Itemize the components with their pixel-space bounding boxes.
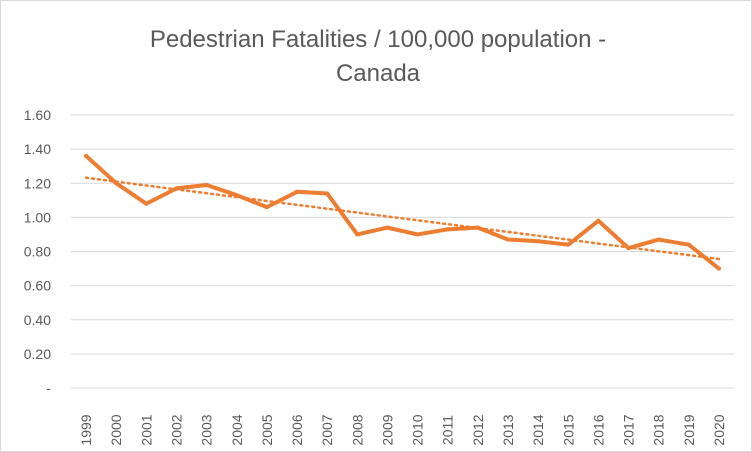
x-tick-label: 2007 <box>319 414 335 445</box>
trendline-group <box>84 176 721 261</box>
x-tick-label: 1999 <box>78 414 94 445</box>
series-group <box>84 153 721 271</box>
chart-title-line-1: Pedestrian Fatalities / 100,000 populati… <box>150 26 606 53</box>
data-point <box>566 242 571 247</box>
trendline <box>84 176 721 261</box>
x-tick-label: 2008 <box>349 414 365 445</box>
data-point <box>295 189 300 194</box>
data-point <box>84 153 89 158</box>
data-point <box>716 266 721 271</box>
x-tick-label: 2018 <box>651 414 667 445</box>
y-tick-label: 0.40 <box>24 312 51 328</box>
y-tick-label: 0.60 <box>24 278 51 294</box>
chart-title-line-2: Canada <box>336 60 421 87</box>
data-point <box>114 181 119 186</box>
y-tick-label: 0.20 <box>24 346 51 362</box>
y-tick-label: 0.80 <box>24 244 51 260</box>
x-tick-label: 2013 <box>500 414 516 445</box>
data-point <box>626 246 631 251</box>
x-tick-label: 2000 <box>108 414 124 445</box>
x-tick-label: 2006 <box>289 414 305 445</box>
x-tick-label: 2017 <box>621 414 637 445</box>
y-tick-label: 1.00 <box>24 209 51 225</box>
data-point <box>596 218 601 223</box>
x-axis-ticks: 1999 2000 2001 2002 2003 2004 2005 2006 2007 2008… <box>78 414 727 445</box>
data-point <box>174 186 179 191</box>
x-tick-label: 2020 <box>711 414 727 445</box>
data-point <box>264 205 269 210</box>
x-tick-label: 2004 <box>229 414 245 445</box>
data-point <box>415 232 420 237</box>
y-tick-label: 1.60 <box>24 107 51 123</box>
x-tick-label: 2002 <box>168 414 184 445</box>
x-tick-label: 2019 <box>681 414 697 445</box>
x-tick-label: 2003 <box>199 414 215 445</box>
data-point <box>445 227 450 232</box>
y-tick-label: - <box>46 380 51 396</box>
x-tick-label: 2009 <box>379 414 395 445</box>
x-tick-label: 2001 <box>138 414 154 445</box>
data-point <box>505 237 510 242</box>
data-point <box>656 237 661 242</box>
y-tick-label: 1.20 <box>24 175 51 191</box>
x-tick-label: 2010 <box>410 414 426 445</box>
data-point <box>234 193 239 198</box>
data-point <box>144 201 149 206</box>
data-point <box>686 242 691 247</box>
y-axis-ticks: - 0.20 0.40 0.60 0.80 1.00 1.20 1.40 1.60 <box>24 107 52 396</box>
data-point <box>536 239 541 244</box>
x-tick-label: 2011 <box>440 415 456 445</box>
x-tick-label: 2005 <box>259 414 275 445</box>
x-tick-label: 2014 <box>530 414 546 445</box>
data-point <box>204 182 209 187</box>
series-line <box>84 153 721 271</box>
data-point <box>475 225 480 230</box>
x-tick-label: 2016 <box>590 414 606 445</box>
x-tick-label: 2015 <box>560 414 576 445</box>
y-tick-label: 1.40 <box>24 141 51 157</box>
gridlines <box>71 114 734 389</box>
x-tick-label: 2012 <box>470 414 486 445</box>
data-point <box>355 232 360 237</box>
data-point <box>325 191 330 196</box>
data-point <box>385 225 390 230</box>
